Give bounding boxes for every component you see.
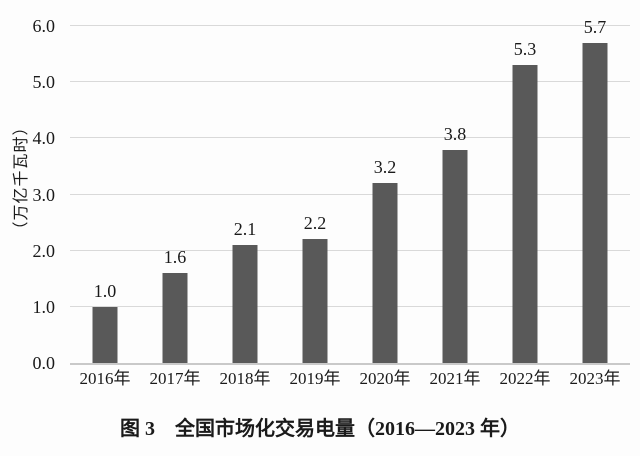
bar <box>442 149 468 363</box>
bar-slot: 5.7 <box>560 18 630 363</box>
bar-value-label: 2.2 <box>303 213 327 234</box>
bar-value-label: 2.1 <box>233 219 257 240</box>
bar-slot: 3.2 <box>350 26 420 363</box>
y-axis-tick-labels: 0.0 1.0 2.0 3.0 4.0 5.0 6.0 <box>0 17 61 372</box>
gridline <box>70 25 630 26</box>
gridline <box>70 249 630 251</box>
bar-value-label: 1.0 <box>93 280 117 301</box>
y-axis-tick-label: 1.0 <box>32 296 56 317</box>
bar-value-label: 5.3 <box>513 39 537 60</box>
y-axis-tick-label: 4.0 <box>32 128 56 149</box>
y-axis-tick-label: 5.0 <box>32 72 56 93</box>
x-axis-label: 2020年 <box>359 369 411 388</box>
bar-slot: 1.0 <box>70 26 140 363</box>
plot-area: 1.0 1.6 2.1 2.2 3.2 3.8 5.3 5.7 <box>70 18 630 365</box>
bar-slot: 1.6 <box>140 26 210 363</box>
bar-value-label: 5.7 <box>583 16 607 37</box>
x-axis-label: 2018年 <box>219 369 271 388</box>
x-axis-label: 2022年 <box>499 369 551 388</box>
bar-value-label: 3.8 <box>443 123 467 144</box>
bar <box>92 306 118 363</box>
gridline <box>70 137 630 139</box>
bar <box>232 245 258 363</box>
x-axis-label: 2023年 <box>569 369 621 388</box>
y-axis-tick-label: 0.0 <box>32 353 56 373</box>
bar-slot: 5.3 <box>490 26 560 363</box>
x-axis-labels: 2016年 2017年 2018年 2019年 2020年 2021年 2022年 2023年 <box>70 369 630 389</box>
y-axis-tick-label: 2.0 <box>32 240 56 261</box>
gridline <box>70 193 630 195</box>
bar <box>582 42 608 363</box>
bar-value-label: 1.6 <box>163 247 187 268</box>
y-axis-tick-label: 6.0 <box>32 16 56 36</box>
bar-slot: 3.8 <box>420 26 490 363</box>
x-axis-label: 2021年 <box>429 369 481 388</box>
bar <box>372 183 398 363</box>
x-axis-label: 2016年 <box>79 369 131 388</box>
x-axis-label: 2017年 <box>149 369 201 388</box>
gridline <box>70 305 630 307</box>
bar-slot: 2.2 <box>280 26 350 363</box>
bar <box>512 65 538 363</box>
bar <box>302 239 328 363</box>
chart-title: 图 3 全国市场化交易电量（2016—2023 年） <box>120 418 520 440</box>
x-axis-label: 2019年 <box>289 369 341 388</box>
gridline <box>70 81 630 83</box>
bar <box>162 273 188 363</box>
y-axis-tick-label: 3.0 <box>32 184 56 205</box>
bar-slot: 2.1 <box>210 26 280 363</box>
bar-value-label: 3.2 <box>373 157 397 178</box>
